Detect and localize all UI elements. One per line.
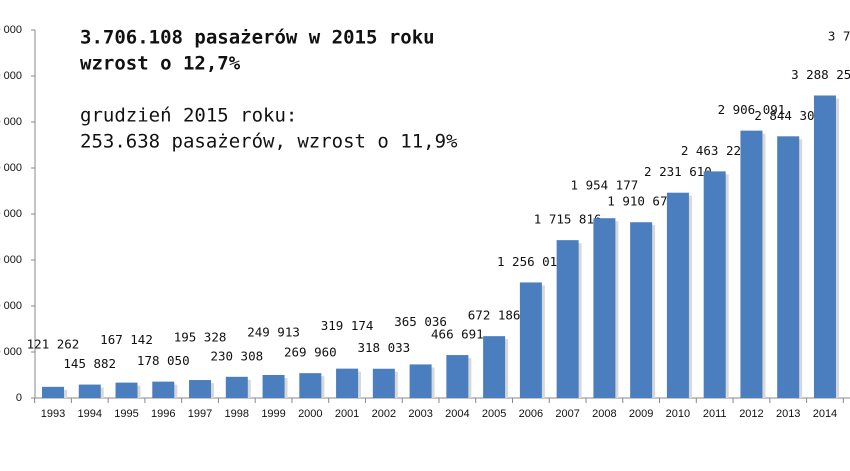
bar xyxy=(483,336,506,398)
value-label: 2 231 610 xyxy=(644,164,712,179)
value-label: 1 910 670 xyxy=(607,194,675,209)
bar xyxy=(225,376,248,398)
annotation: wzrost o 12,7% xyxy=(80,53,241,75)
y-tick-label: 1 000 000 xyxy=(0,300,22,312)
x-tick-label: 2010 xyxy=(666,408,690,420)
value-label: 178 050 xyxy=(137,353,190,368)
bar xyxy=(299,373,322,398)
value-label: 249 913 xyxy=(247,325,300,340)
value-label: 121 262 xyxy=(27,336,80,351)
x-tick-label: 1999 xyxy=(261,408,285,420)
bar xyxy=(703,171,726,398)
bar xyxy=(630,222,653,398)
y-tick-label: 500 000 xyxy=(0,346,22,358)
y-tick-label: 2 500 000 xyxy=(0,162,22,174)
value-label: 1 715 816 xyxy=(534,212,602,227)
annotation: 3.706.108 pasażerów w 2015 roku xyxy=(80,27,435,49)
value-label: 230 308 xyxy=(210,348,263,363)
bar xyxy=(262,375,285,398)
value-label: 2 906 091 xyxy=(718,102,786,117)
annotation: grudzień 2015 roku: xyxy=(80,105,297,127)
y-tick-label: 1 500 000 xyxy=(0,254,22,266)
x-tick-label: 1994 xyxy=(78,408,102,420)
x-tick-label: 2014 xyxy=(813,408,837,420)
x-tick-label: 2003 xyxy=(408,408,432,420)
x-tick-label: 1993 xyxy=(41,408,65,420)
bar xyxy=(409,364,432,398)
x-tick-label: 2002 xyxy=(372,408,396,420)
value-label: 3 706 108 xyxy=(828,29,850,44)
x-tick-label: 2004 xyxy=(445,408,469,420)
x-tick-label: 2012 xyxy=(739,408,763,420)
value-label: 167 142 xyxy=(100,332,153,347)
bar xyxy=(336,368,359,398)
x-tick-label: 2001 xyxy=(335,408,359,420)
x-tick-label: 2006 xyxy=(519,408,543,420)
x-tick-label: 1997 xyxy=(188,408,212,420)
bar xyxy=(446,355,469,398)
value-label: 2 463 222 xyxy=(681,143,749,158)
value-label: 319 174 xyxy=(321,318,374,333)
y-tick-label: 2 000 000 xyxy=(0,208,22,220)
bar xyxy=(593,218,616,398)
x-tick-label: 2009 xyxy=(629,408,653,420)
value-label: 145 882 xyxy=(63,356,116,371)
value-label: 269 960 xyxy=(284,345,337,360)
bar xyxy=(740,130,763,398)
x-tick-label: 2011 xyxy=(703,408,727,420)
bar xyxy=(666,192,689,398)
x-tick-label: 2007 xyxy=(555,408,579,420)
y-tick-label: 0 xyxy=(16,392,22,404)
value-label: 672 186 xyxy=(468,308,521,323)
value-label: 3 288 253 xyxy=(791,67,850,82)
value-label: 1 256 014 xyxy=(497,254,565,269)
bar xyxy=(372,368,395,398)
bar xyxy=(115,382,138,398)
x-tick-label: 1996 xyxy=(151,408,175,420)
bar xyxy=(777,136,800,398)
bar xyxy=(42,386,64,398)
x-tick-label: 2005 xyxy=(482,408,506,420)
bar xyxy=(78,384,101,398)
bar xyxy=(813,95,836,399)
bar xyxy=(556,240,579,398)
x-tick-label: 2000 xyxy=(298,408,322,420)
bar xyxy=(189,380,212,398)
value-label: 365 036 xyxy=(394,314,447,329)
y-tick-label: 3 500 000 xyxy=(0,70,22,82)
x-tick-label: 2008 xyxy=(592,408,616,420)
bar xyxy=(152,381,175,398)
value-label: 466 691 xyxy=(431,327,484,342)
value-label: 318 033 xyxy=(357,340,410,355)
annotation: 253.638 pasażerów, wzrost o 11,9% xyxy=(80,131,458,153)
x-tick-label: 1995 xyxy=(114,408,138,420)
value-label: 1 954 177 xyxy=(571,178,639,193)
y-tick-label: 3 000 000 xyxy=(0,116,22,128)
x-tick-label: 1998 xyxy=(225,408,249,420)
value-label: 2 844 308 xyxy=(754,108,822,123)
value-label: 195 328 xyxy=(174,330,227,345)
bar xyxy=(519,282,542,398)
y-tick-label: 4 000 000 xyxy=(0,24,22,36)
x-tick-label: 2013 xyxy=(776,408,800,420)
